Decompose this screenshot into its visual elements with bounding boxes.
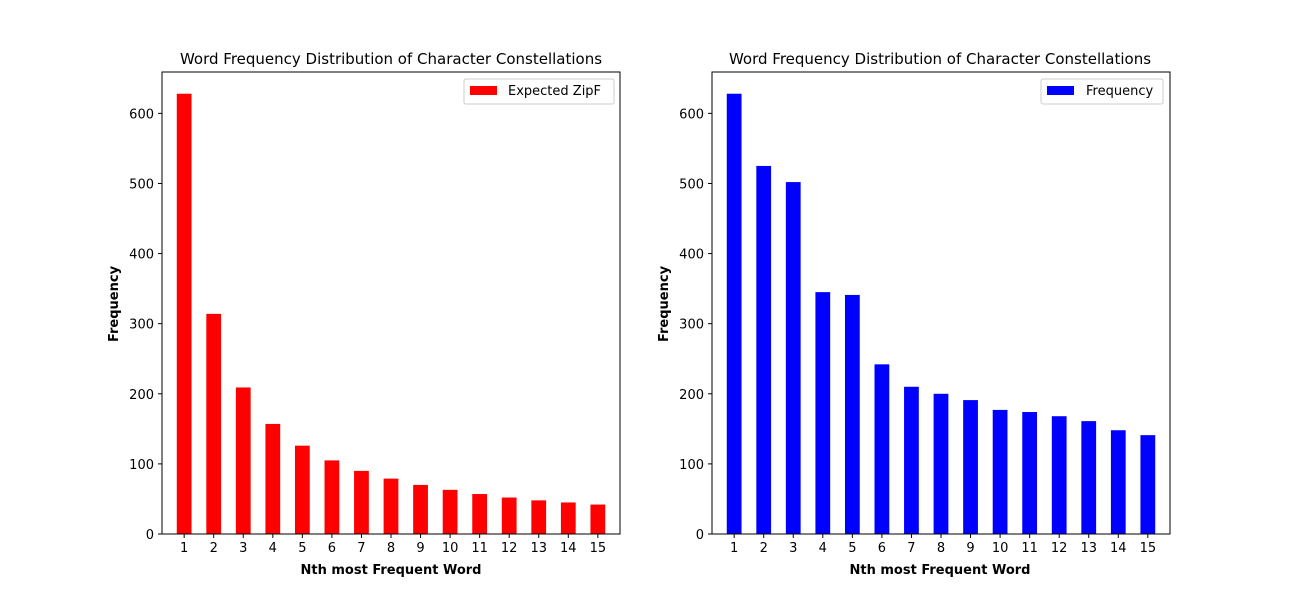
legend-frame bbox=[463, 78, 615, 105]
chart-title: Word Frequency Distribution of Character… bbox=[729, 50, 1151, 68]
x-tick-label: 13 bbox=[1080, 541, 1097, 556]
y-tick-label: 600 bbox=[679, 107, 704, 122]
bar-5 bbox=[844, 294, 860, 534]
x-tick-label: 3 bbox=[239, 541, 247, 556]
bar-13 bbox=[1081, 421, 1097, 534]
bar-11 bbox=[472, 494, 488, 534]
y-tick-label: 0 bbox=[696, 528, 704, 543]
x-tick-label: 11 bbox=[471, 541, 488, 556]
legend: Expected ZipF bbox=[463, 78, 615, 105]
bar-15 bbox=[590, 504, 606, 534]
legend-swatch bbox=[1047, 86, 1074, 95]
x-tick-label: 11 bbox=[1021, 541, 1038, 556]
bar-9 bbox=[413, 484, 428, 534]
x-tick-label: 10 bbox=[992, 541, 1009, 556]
x-tick-label: 15 bbox=[1140, 541, 1157, 556]
bar-9 bbox=[963, 400, 978, 534]
x-tick-label: 2 bbox=[760, 541, 768, 556]
bar-11 bbox=[1022, 412, 1038, 534]
y-tick-label: 500 bbox=[129, 177, 154, 192]
bar-5 bbox=[294, 445, 310, 534]
bar-4 bbox=[265, 423, 281, 534]
x-tick-label: 10 bbox=[442, 541, 459, 556]
x-tick-label: 7 bbox=[357, 541, 365, 556]
x-tick-label: 9 bbox=[416, 541, 424, 556]
x-tick-label: 8 bbox=[937, 541, 945, 556]
y-tick-label: 400 bbox=[679, 248, 704, 263]
chart-frequency: Word Frequency Distribution of Character… bbox=[657, 50, 1171, 578]
y-tick-label: 200 bbox=[129, 388, 154, 403]
legend-swatch bbox=[470, 86, 497, 95]
bar-1 bbox=[176, 93, 192, 534]
legend-entry-label: Frequency bbox=[1086, 84, 1153, 99]
x-axis-label: Nth most Frequent Word bbox=[300, 563, 481, 578]
bar-6 bbox=[874, 364, 890, 534]
bar-3 bbox=[785, 182, 801, 534]
bar-6 bbox=[324, 460, 340, 534]
x-axis-label: Nth most Frequent Word bbox=[849, 563, 1030, 578]
x-tick-label: 1 bbox=[730, 541, 738, 556]
x-tick-label: 13 bbox=[530, 541, 547, 556]
x-tick-label: 2 bbox=[210, 541, 218, 556]
chart-title: Word Frequency Distribution of Character… bbox=[180, 50, 602, 68]
bar-7 bbox=[904, 386, 919, 534]
x-tick-label: 15 bbox=[590, 541, 607, 556]
bar-12 bbox=[501, 497, 517, 534]
x-tick-label: 6 bbox=[878, 541, 886, 556]
legend-entry-label: Expected ZipF bbox=[508, 84, 601, 99]
legend: Frequency bbox=[1040, 78, 1164, 105]
bar-12 bbox=[1051, 416, 1067, 534]
bar-10 bbox=[442, 489, 458, 534]
x-tick-label: 7 bbox=[907, 541, 915, 556]
y-tick-label: 100 bbox=[129, 458, 154, 473]
bars-group bbox=[726, 93, 1156, 534]
x-tick-label: 5 bbox=[298, 541, 306, 556]
x-tick-label: 14 bbox=[560, 541, 577, 556]
legend-frame bbox=[1040, 78, 1164, 105]
bar-14 bbox=[560, 502, 576, 534]
x-tick-label: 8 bbox=[387, 541, 395, 556]
bar-15 bbox=[1140, 435, 1156, 534]
y-tick-label: 200 bbox=[679, 388, 704, 403]
x-tick-label: 1 bbox=[180, 541, 188, 556]
bar-13 bbox=[531, 500, 547, 534]
y-axis-label: Frequency bbox=[657, 265, 672, 342]
x-tick-label: 4 bbox=[269, 541, 277, 556]
bar-2 bbox=[756, 165, 772, 534]
x-tick-label: 3 bbox=[789, 541, 797, 556]
bar-8 bbox=[383, 478, 399, 534]
bars-group bbox=[176, 93, 606, 534]
bar-14 bbox=[1110, 430, 1126, 534]
y-tick-label: 100 bbox=[679, 458, 704, 473]
x-tick-label: 5 bbox=[848, 541, 856, 556]
y-tick-label: 500 bbox=[679, 177, 704, 192]
bar-4 bbox=[815, 292, 831, 534]
y-tick-label: 400 bbox=[129, 248, 154, 263]
bar-10 bbox=[992, 409, 1008, 534]
y-tick-label: 300 bbox=[679, 318, 704, 333]
bar-7 bbox=[354, 470, 369, 534]
bar-3 bbox=[235, 387, 251, 534]
y-tick-label: 0 bbox=[146, 528, 154, 543]
chart-expected-zipf: Word Frequency Distribution of Character… bbox=[107, 50, 621, 578]
bar-1 bbox=[726, 93, 742, 534]
x-tick-label: 9 bbox=[966, 541, 974, 556]
x-tick-label: 12 bbox=[501, 541, 518, 556]
y-axis-label: Frequency bbox=[107, 265, 122, 342]
x-tick-label: 12 bbox=[1051, 541, 1068, 556]
x-tick-label: 4 bbox=[819, 541, 827, 556]
bar-2 bbox=[206, 313, 222, 534]
bar-8 bbox=[933, 393, 949, 534]
x-tick-label: 6 bbox=[328, 541, 336, 556]
y-tick-label: 300 bbox=[129, 318, 154, 333]
x-tick-label: 14 bbox=[1110, 541, 1127, 556]
y-tick-label: 600 bbox=[129, 107, 154, 122]
